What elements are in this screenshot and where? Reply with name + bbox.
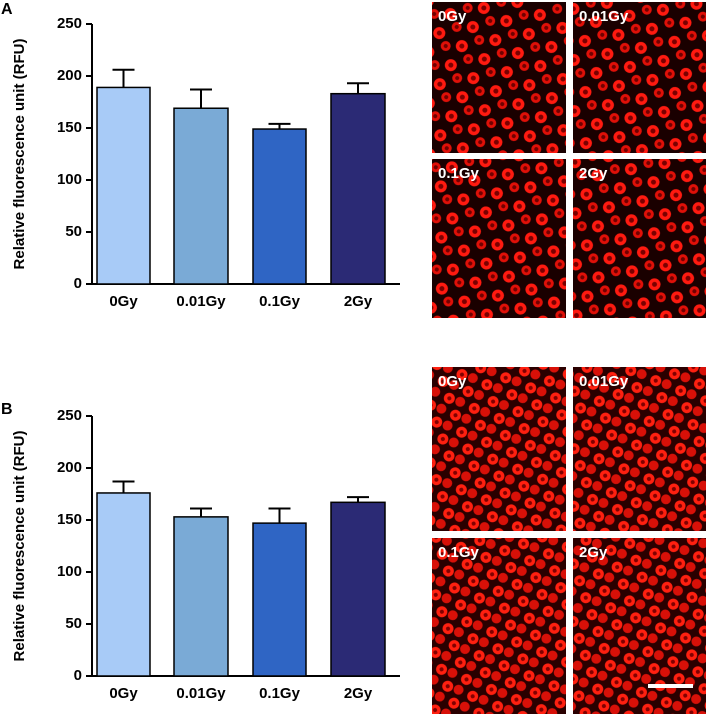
bar (330, 501, 386, 677)
image-label: 0.01Gy (579, 373, 629, 390)
panel-label: A (1, 1, 13, 18)
bar (173, 107, 229, 285)
micrograph (573, 159, 706, 318)
y-tick-label: 100 (57, 171, 82, 188)
x-tick-label: 0.1Gy (259, 293, 301, 310)
y-tick-label: 200 (57, 67, 82, 84)
image-label: 0Gy (438, 8, 467, 25)
x-tick-label: 0.01Gy (176, 685, 226, 702)
image-label: 0.1Gy (438, 544, 480, 561)
y-tick-label: 150 (57, 511, 82, 528)
bar (173, 516, 229, 677)
x-tick-label: 0Gy (109, 293, 138, 310)
bar (96, 492, 151, 677)
y-tick-label: 150 (57, 119, 82, 136)
y-axis-title: Relative fluorescence unit (RFU) (11, 431, 28, 662)
x-tick-label: 2Gy (344, 685, 373, 702)
bar (330, 92, 386, 285)
y-tick-label: 0 (74, 275, 82, 292)
image-label: 0Gy (438, 373, 467, 390)
micrograph (573, 367, 706, 531)
image-label: 2Gy (579, 165, 608, 182)
micrograph (432, 538, 566, 714)
x-tick-label: 2Gy (344, 293, 373, 310)
y-tick-label: 250 (57, 407, 82, 424)
micrograph (573, 2, 706, 153)
panel-label: B (1, 401, 13, 418)
x-tick-label: 0Gy (109, 685, 138, 702)
x-tick-label: 0.01Gy (176, 293, 226, 310)
micrograph (432, 159, 566, 318)
bar (252, 128, 307, 285)
y-tick-label: 250 (57, 15, 82, 32)
y-tick-label: 200 (57, 459, 82, 476)
x-tick-label: 0.1Gy (259, 685, 301, 702)
y-tick-label: 100 (57, 563, 82, 580)
image-label: 0.01Gy (579, 8, 629, 25)
y-axis-title: Relative fluorescence unit (RFU) (11, 39, 28, 270)
micrograph (432, 367, 566, 531)
bar (252, 522, 307, 677)
y-tick-label: 50 (65, 615, 82, 632)
micrograph (432, 2, 566, 153)
image-label: 0.1Gy (438, 165, 480, 182)
image-label: 2Gy (579, 544, 608, 561)
bar (96, 86, 151, 285)
y-tick-label: 50 (65, 223, 82, 240)
y-tick-label: 0 (74, 667, 82, 684)
